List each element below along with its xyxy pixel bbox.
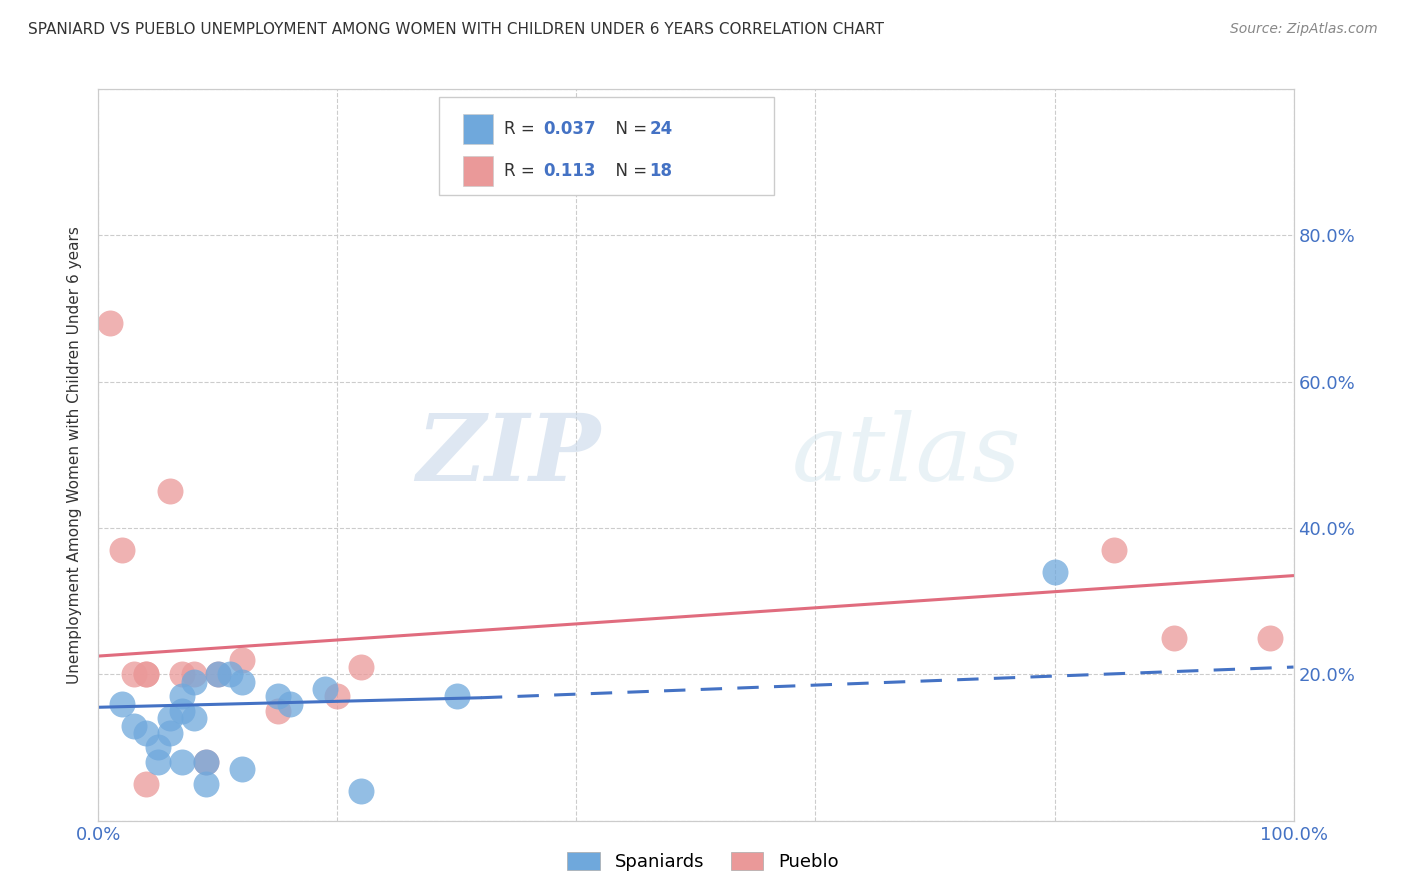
Point bbox=[159, 726, 181, 740]
Text: N =: N = bbox=[605, 162, 652, 180]
Point bbox=[267, 690, 290, 704]
Text: 18: 18 bbox=[650, 162, 672, 180]
FancyBboxPatch shape bbox=[463, 113, 494, 145]
Point bbox=[172, 667, 194, 681]
FancyBboxPatch shape bbox=[439, 96, 773, 195]
Legend: Spaniards, Pueblo: Spaniards, Pueblo bbox=[560, 845, 846, 879]
Point bbox=[194, 755, 218, 769]
Point bbox=[159, 484, 181, 499]
Point bbox=[219, 667, 242, 681]
Point bbox=[194, 777, 218, 791]
Point bbox=[315, 681, 337, 696]
Text: N =: N = bbox=[605, 120, 652, 138]
Point bbox=[1163, 631, 1185, 645]
Point bbox=[231, 674, 253, 689]
Point bbox=[172, 704, 194, 718]
Point bbox=[148, 755, 170, 769]
Point bbox=[183, 711, 205, 725]
Point bbox=[1102, 543, 1125, 558]
Point bbox=[350, 660, 373, 674]
Point bbox=[148, 740, 170, 755]
Point bbox=[446, 690, 468, 704]
Point bbox=[111, 543, 134, 558]
Text: atlas: atlas bbox=[792, 410, 1021, 500]
Text: 24: 24 bbox=[650, 120, 672, 138]
Point bbox=[1043, 565, 1066, 579]
Point bbox=[183, 674, 205, 689]
Point bbox=[98, 316, 122, 330]
Point bbox=[231, 653, 253, 667]
Point bbox=[278, 697, 301, 711]
Point bbox=[207, 667, 229, 681]
Text: Source: ZipAtlas.com: Source: ZipAtlas.com bbox=[1230, 22, 1378, 37]
Point bbox=[124, 667, 146, 681]
Point bbox=[1258, 631, 1281, 645]
Point bbox=[124, 718, 146, 732]
FancyBboxPatch shape bbox=[463, 156, 494, 186]
Point bbox=[267, 704, 290, 718]
Text: R =: R = bbox=[503, 120, 540, 138]
Point bbox=[350, 784, 373, 798]
Text: ZIP: ZIP bbox=[416, 410, 600, 500]
Point bbox=[207, 667, 229, 681]
Point bbox=[159, 711, 181, 725]
Point bbox=[231, 763, 253, 777]
Text: R =: R = bbox=[503, 162, 544, 180]
Point bbox=[135, 726, 157, 740]
Point bbox=[172, 755, 194, 769]
Point bbox=[194, 755, 218, 769]
Text: SPANIARD VS PUEBLO UNEMPLOYMENT AMONG WOMEN WITH CHILDREN UNDER 6 YEARS CORRELAT: SPANIARD VS PUEBLO UNEMPLOYMENT AMONG WO… bbox=[28, 22, 884, 37]
Point bbox=[183, 667, 205, 681]
Text: 0.113: 0.113 bbox=[543, 162, 596, 180]
Point bbox=[111, 697, 134, 711]
Point bbox=[135, 667, 157, 681]
Text: 0.037: 0.037 bbox=[543, 120, 596, 138]
Point bbox=[172, 690, 194, 704]
Point bbox=[135, 667, 157, 681]
Point bbox=[326, 690, 349, 704]
Point bbox=[135, 777, 157, 791]
Y-axis label: Unemployment Among Women with Children Under 6 years: Unemployment Among Women with Children U… bbox=[67, 226, 83, 684]
